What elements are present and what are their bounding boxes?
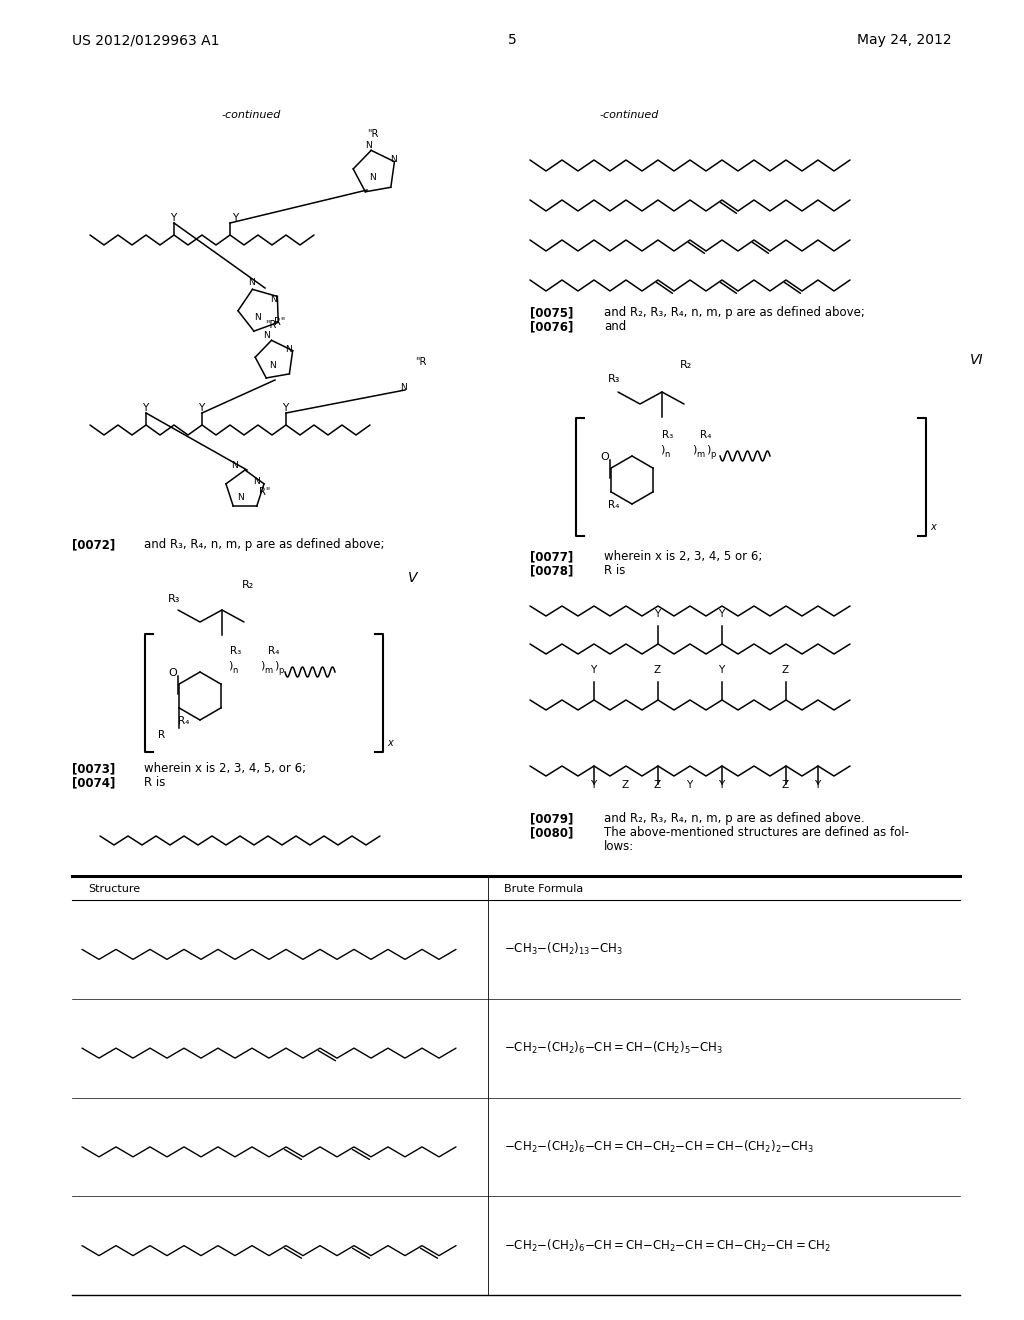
Text: ): ) [692,444,696,454]
Text: and R₂, R₃, R₄, n, m, p are as defined above;: and R₂, R₃, R₄, n, m, p are as defined a… [604,306,865,319]
Text: Y: Y [590,780,596,789]
Text: x: x [387,738,393,748]
Text: and: and [604,319,627,333]
Text: Z: Z [654,665,662,675]
Text: [0076]: [0076] [530,319,573,333]
Text: [0079]: [0079] [530,812,573,825]
Text: [0078]: [0078] [530,564,573,577]
Text: R₄: R₄ [268,645,280,656]
Text: N: N [285,345,292,354]
Text: The above-mentioned structures are defined as fol-: The above-mentioned structures are defin… [604,826,909,840]
Text: [0074]: [0074] [72,776,116,789]
Text: "R: "R [265,319,276,330]
Text: Y: Y [232,213,239,223]
Text: Y: Y [170,213,176,223]
Text: R₄: R₄ [608,500,620,510]
Text: ): ) [706,444,711,454]
Text: O: O [168,668,177,678]
Text: US 2012/0129963 A1: US 2012/0129963 A1 [72,33,219,48]
Text: Y: Y [686,780,692,789]
Text: N: N [237,492,244,502]
Text: [0080]: [0080] [530,826,573,840]
Text: p: p [278,667,284,675]
Text: N: N [263,331,269,341]
Text: R₂: R₂ [242,579,254,590]
Text: N: N [248,279,255,286]
Text: R₃: R₃ [662,430,673,440]
Text: N: N [253,477,260,486]
Text: $-$CH$_3$$-$(CH$_2)_{13}$$-$CH$_3$: $-$CH$_3$$-$(CH$_2)_{13}$$-$CH$_3$ [504,941,623,957]
Text: Structure: Structure [88,884,140,894]
Text: Y: Y [718,665,724,675]
Text: R is: R is [144,776,165,789]
Text: Y: Y [654,609,660,619]
Text: -continued: -continued [222,110,282,120]
Text: R is: R is [604,564,626,577]
Text: 5: 5 [508,33,516,48]
Text: wherein x is 2, 3, 4, 5 or 6;: wherein x is 2, 3, 4, 5 or 6; [604,550,763,564]
Text: R₃: R₃ [608,374,621,384]
Text: n: n [232,667,238,675]
Text: Y: Y [282,403,288,413]
Text: [0072]: [0072] [72,539,116,550]
Text: N: N [269,360,275,370]
Text: N: N [390,154,396,164]
Text: ): ) [274,660,279,671]
Text: [0073]: [0073] [72,762,116,775]
Text: p: p [710,450,716,459]
Text: Y: Y [814,780,820,789]
Text: Z: Z [782,665,790,675]
Text: R₄: R₄ [178,715,189,726]
Text: Y: Y [590,665,596,675]
Text: ): ) [228,660,232,671]
Text: Y: Y [198,403,204,413]
Text: Z: Z [622,780,629,789]
Text: N: N [270,294,276,304]
Text: "R: "R [415,356,426,367]
Text: ): ) [260,660,264,671]
Text: Y: Y [142,403,148,413]
Text: R": R" [259,487,270,498]
Text: "R: "R [367,129,379,139]
Text: m: m [696,450,705,459]
Text: [0075]: [0075] [530,306,573,319]
Text: ): ) [660,444,665,454]
Text: R₃: R₃ [230,645,242,656]
Text: Brute Formula: Brute Formula [504,884,584,894]
Text: n: n [664,450,670,459]
Text: R: R [158,730,165,741]
Text: and R₂, R₃, R₄, n, m, p are as defined above.: and R₂, R₃, R₄, n, m, p are as defined a… [604,812,864,825]
Text: N: N [400,383,407,392]
Text: R": R" [274,317,286,327]
Text: and R₃, R₄, n, m, p are as defined above;: and R₃, R₄, n, m, p are as defined above… [144,539,384,550]
Text: $-$CH$_2$$-$(CH$_2)_6$$-$CH$=$CH$-$CH$_2$$-$CH$=$CH$-$CH$_2$$-$CH$=$CH$_2$: $-$CH$_2$$-$(CH$_2)_6$$-$CH$=$CH$-$CH$_2… [504,1238,830,1254]
Text: N: N [254,313,261,322]
Text: V: V [408,572,418,585]
Text: N: N [365,141,372,150]
Text: m: m [264,667,272,675]
Text: [0077]: [0077] [530,550,573,564]
Text: -continued: -continued [600,110,659,120]
Text: Y: Y [718,780,724,789]
Text: R₄: R₄ [700,430,712,440]
Text: O: O [600,451,608,462]
Text: $-$CH$_2$$-$(CH$_2)_6$$-$CH$=$CH$-$CH$_2$$-$CH$=$CH$-$(CH$_2)_2$$-$CH$_3$: $-$CH$_2$$-$(CH$_2)_6$$-$CH$=$CH$-$CH$_2… [504,1139,814,1155]
Text: x: x [930,521,936,532]
Text: N: N [231,461,238,470]
Text: Z: Z [782,780,790,789]
Text: R₃: R₃ [168,594,180,605]
Text: May 24, 2012: May 24, 2012 [857,33,952,48]
Text: wherein x is 2, 3, 4, 5, or 6;: wherein x is 2, 3, 4, 5, or 6; [144,762,306,775]
Text: $-$CH$_2$$-$(CH$_2)_6$$-$CH$=$CH$-$(CH$_2)_5$$-$CH$_3$: $-$CH$_2$$-$(CH$_2)_6$$-$CH$=$CH$-$(CH$_… [504,1040,723,1056]
Text: VI: VI [970,352,984,367]
Text: N: N [369,173,376,182]
Text: lows:: lows: [604,840,634,853]
Text: Z: Z [654,780,662,789]
Text: R₂: R₂ [680,360,692,370]
Text: Y: Y [718,609,724,619]
